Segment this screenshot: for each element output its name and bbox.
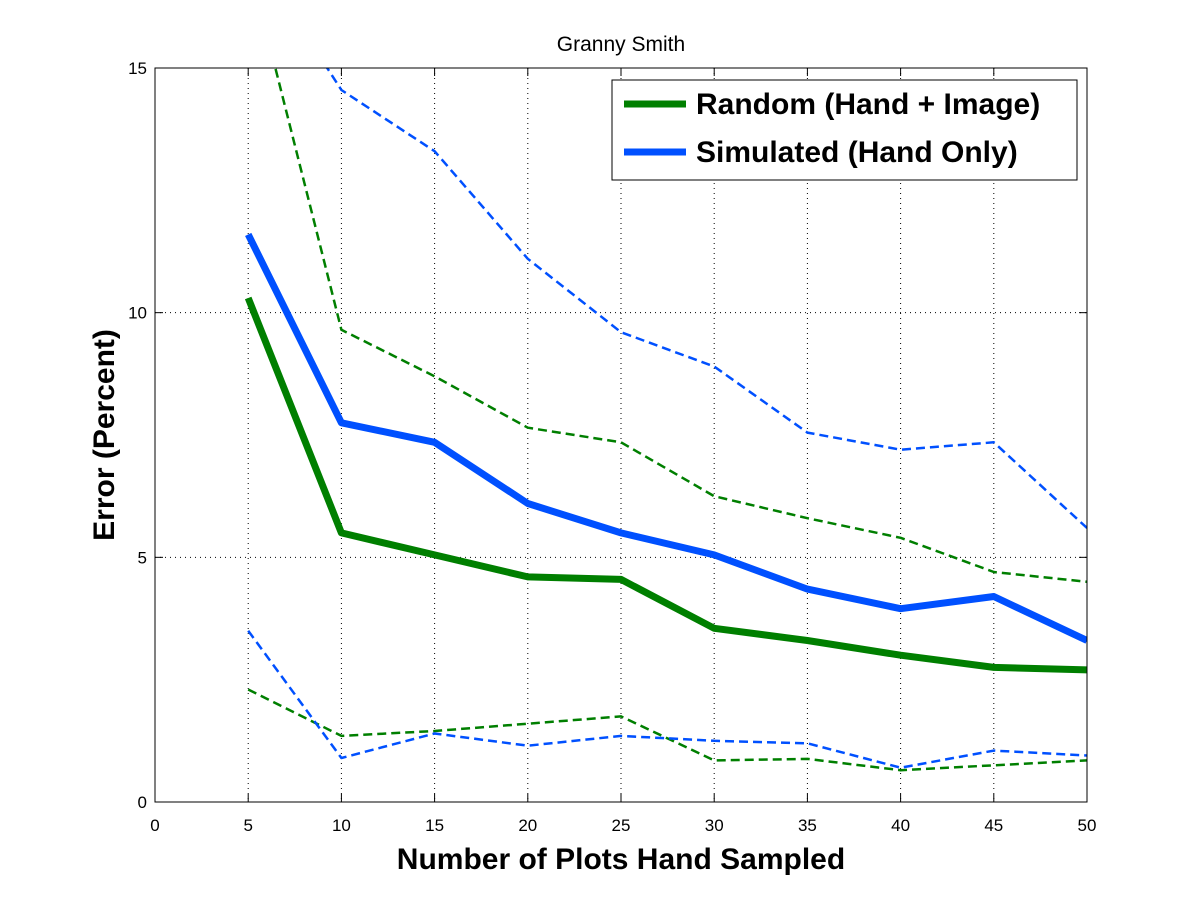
series-group xyxy=(244,68,1087,772)
x-tick-label: 20 xyxy=(518,816,537,835)
x-tick-label: 15 xyxy=(425,816,444,835)
x-axis-label: Number of Plots Hand Sampled xyxy=(397,843,845,876)
x-tick-label: 5 xyxy=(243,816,252,835)
series-simulated-mean xyxy=(245,232,1087,644)
series-random-mean xyxy=(244,296,1087,674)
plot-area xyxy=(155,68,1087,802)
series-random-lower-bound xyxy=(247,688,1087,772)
x-tick-label: 45 xyxy=(984,816,1003,835)
series-simulated-lower-bound xyxy=(247,629,1087,769)
legend-box xyxy=(611,79,1078,181)
y-tick-label: 15 xyxy=(128,59,147,78)
x-tick-label: 0 xyxy=(150,816,159,835)
chart-title: Granny Smith xyxy=(557,33,685,56)
y-tick-label: 5 xyxy=(138,548,147,567)
x-tick-label: 30 xyxy=(705,816,724,835)
x-tick-label: 50 xyxy=(1078,816,1097,835)
grid-lines xyxy=(155,68,1087,802)
axis-ticks: 0 5 10 15 20 25 30 35 40 45 50 0 5 10 15 xyxy=(128,59,1096,835)
x-tick-label: 25 xyxy=(612,816,631,835)
legend: Random (Hand + Image) Simulated (Hand On… xyxy=(611,79,1078,181)
y-axis-label: Error (Percent) xyxy=(88,329,121,541)
y-tick-label: 0 xyxy=(138,793,147,812)
x-tick-label: 40 xyxy=(891,816,910,835)
legend-label-random: Random (Hand + Image) xyxy=(696,88,1040,121)
x-tick-label: 10 xyxy=(332,816,351,835)
x-tick-label: 35 xyxy=(798,816,817,835)
legend-label-simulated: Simulated (Hand Only) xyxy=(696,136,1018,169)
series-simulated-upper-bound xyxy=(325,68,1087,529)
y-tick-label: 10 xyxy=(128,304,147,323)
